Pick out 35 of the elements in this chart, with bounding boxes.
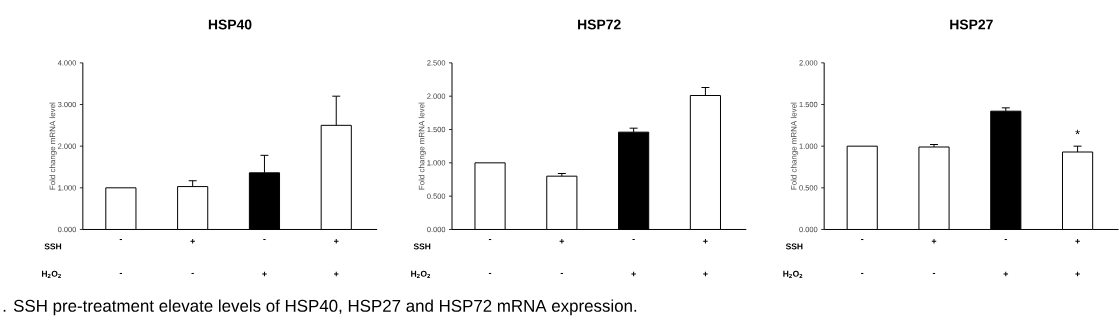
x-tick-label: + — [1075, 238, 1080, 244]
x-tick-label: - — [263, 238, 266, 240]
x-tick-label: - — [861, 238, 864, 240]
chart-title: HSP72 — [578, 19, 621, 30]
text: SSH — [785, 243, 803, 250]
text: - — [932, 272, 936, 274]
x-tick-label: - — [488, 238, 492, 240]
text: SSH — [413, 243, 431, 250]
text: + — [1075, 271, 1080, 277]
x-tick-label: + — [931, 238, 937, 244]
chart-title: HSP40 — [208, 19, 252, 30]
text: + — [262, 271, 267, 277]
x-tick-label: - — [119, 238, 123, 240]
text: + — [1003, 271, 1009, 277]
text: - — [560, 272, 563, 274]
x-tick-label: - — [632, 238, 635, 240]
x-tick-label: + — [559, 238, 565, 244]
text: H$_{2}$O$_{2}$ — [411, 270, 431, 278]
text: - — [119, 272, 123, 274]
x-tick-label: - — [1004, 238, 1007, 240]
text: + — [334, 271, 339, 277]
text: - — [191, 272, 194, 274]
text: + — [631, 271, 636, 277]
x-tick-label: + — [334, 238, 339, 244]
x-tick-label: + — [190, 238, 195, 244]
text: + — [703, 271, 708, 277]
x-tick-label: + — [703, 238, 708, 244]
text: SSH — [44, 243, 62, 250]
text: - — [861, 272, 864, 274]
text: H$_{2}$O$_{2}$ — [783, 270, 803, 278]
chart-title: HSP27 — [950, 19, 993, 30]
data-label: * — [1075, 129, 1080, 135]
text: H$_{2}$O$_{2}$ — [41, 270, 61, 278]
text: . SSH pre-treatment elevate levels of HSP40, HSP27 and HSP72 mRNA expression. — [3, 299, 637, 316]
text: - — [488, 272, 492, 274]
